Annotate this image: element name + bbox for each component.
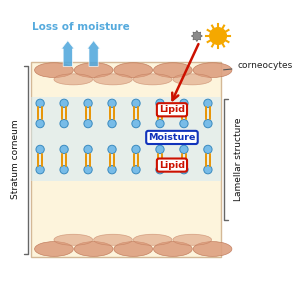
Ellipse shape: [193, 63, 232, 78]
Circle shape: [180, 99, 188, 107]
Circle shape: [36, 166, 44, 174]
Ellipse shape: [154, 242, 192, 256]
FancyArrow shape: [61, 41, 74, 66]
Ellipse shape: [54, 74, 93, 85]
Circle shape: [180, 166, 188, 174]
Circle shape: [132, 99, 140, 107]
Ellipse shape: [74, 63, 113, 78]
Circle shape: [156, 166, 164, 174]
Ellipse shape: [34, 63, 73, 78]
Circle shape: [60, 119, 68, 128]
Circle shape: [36, 99, 44, 107]
Circle shape: [156, 119, 164, 128]
Ellipse shape: [133, 74, 172, 85]
Text: Lamellar structure: Lamellar structure: [234, 118, 243, 201]
Polygon shape: [191, 30, 203, 42]
Circle shape: [132, 119, 140, 128]
Bar: [31, 62, 221, 257]
Text: Stratum corneum: Stratum corneum: [11, 120, 20, 200]
Circle shape: [108, 166, 116, 174]
Ellipse shape: [114, 242, 153, 256]
Bar: [31, 97, 221, 181]
Circle shape: [132, 145, 140, 154]
Circle shape: [84, 145, 92, 154]
Ellipse shape: [114, 63, 153, 78]
Circle shape: [204, 99, 212, 107]
Ellipse shape: [133, 234, 172, 245]
FancyArrow shape: [87, 41, 100, 66]
Ellipse shape: [193, 242, 232, 256]
Circle shape: [60, 99, 68, 107]
Circle shape: [60, 145, 68, 154]
Text: Loss of moisture: Loss of moisture: [32, 22, 130, 32]
Ellipse shape: [173, 74, 212, 85]
Circle shape: [180, 119, 188, 128]
Text: corneocytes: corneocytes: [224, 61, 293, 70]
Ellipse shape: [94, 234, 132, 245]
Ellipse shape: [34, 242, 73, 256]
Ellipse shape: [74, 242, 113, 256]
Circle shape: [132, 166, 140, 174]
Circle shape: [204, 145, 212, 154]
Circle shape: [84, 99, 92, 107]
Circle shape: [36, 145, 44, 154]
Ellipse shape: [173, 234, 212, 245]
Text: Lipid: Lipid: [159, 160, 185, 170]
Circle shape: [60, 166, 68, 174]
Circle shape: [108, 119, 116, 128]
Circle shape: [36, 119, 44, 128]
Circle shape: [84, 119, 92, 128]
Text: Lipid: Lipid: [159, 105, 185, 114]
Circle shape: [108, 99, 116, 107]
Text: Moisture: Moisture: [148, 133, 196, 142]
Circle shape: [156, 145, 164, 154]
Ellipse shape: [54, 234, 93, 245]
Circle shape: [204, 119, 212, 128]
Ellipse shape: [154, 63, 192, 78]
Circle shape: [204, 166, 212, 174]
Circle shape: [210, 28, 226, 44]
Ellipse shape: [94, 74, 132, 85]
Circle shape: [156, 99, 164, 107]
Circle shape: [180, 145, 188, 154]
Circle shape: [108, 145, 116, 154]
Circle shape: [84, 166, 92, 174]
